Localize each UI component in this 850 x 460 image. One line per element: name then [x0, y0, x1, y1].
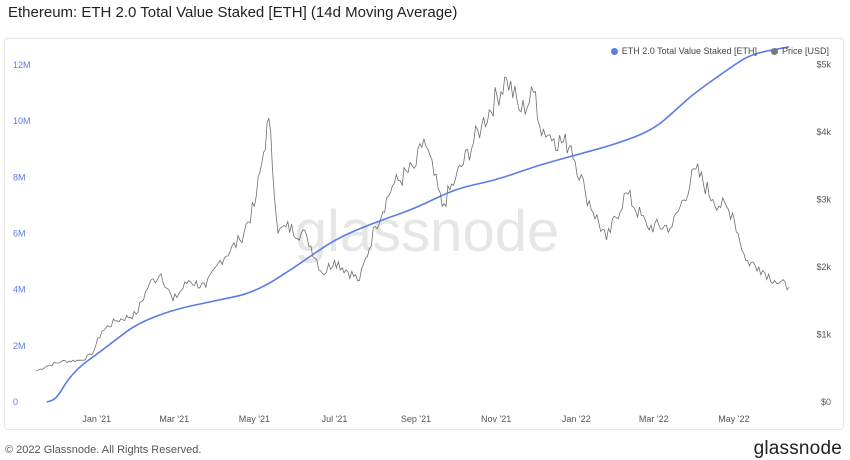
y-right-tick-label: $4k — [816, 127, 831, 137]
chart-panel: glassnode 0 2M 4M 6M 8M 10M 12M $0 $1k $2k $3k $4k $… — [4, 38, 844, 430]
y-left-tick-label: 10M — [13, 116, 31, 126]
y-right-tick-label: $3k — [816, 195, 831, 205]
x-tick-label: Jan '22 — [562, 414, 591, 424]
y-left-tick-label: 6M — [13, 229, 26, 239]
watermark: glassnode — [295, 199, 559, 264]
y-left-tick-label: 4M — [13, 285, 26, 295]
y-right-tick-label: $2k — [816, 262, 831, 272]
legend-dot-price — [770, 47, 778, 55]
series-line-staked — [46, 46, 790, 403]
legend-item-price[interactable]: Price [USD] — [770, 46, 829, 56]
y-right-tick-label: $1k — [816, 330, 831, 340]
price-series-layer — [36, 76, 790, 372]
x-tick-label: May '22 — [718, 414, 749, 424]
y-right-tick-label: $5k — [816, 60, 831, 70]
y-left-tick-label: 8M — [13, 172, 26, 182]
x-tick-label: May '21 — [239, 414, 270, 424]
x-tick-label: Sep '21 — [401, 414, 431, 424]
legend-label-price: Price [USD] — [781, 46, 829, 56]
chart-title: Ethereum: ETH 2.0 Total Value Staked [ET… — [8, 4, 458, 21]
y-left-tick-label: 2M — [13, 341, 26, 351]
legend: ETH 2.0 Total Value Staked [ETH] Price [… — [610, 46, 829, 56]
chart-svg: glassnode 0 2M 4M 6M 8M 10M 12M $0 $1k $2k $3k $4k $… — [13, 46, 831, 425]
x-tick-label: Nov '21 — [481, 414, 511, 424]
y-left-tick-label: 12M — [13, 60, 31, 70]
y-right-tick-label: $0 — [821, 397, 831, 407]
staked-series-layer — [46, 46, 790, 403]
brand-logo[interactable]: glassnode — [753, 438, 842, 459]
x-tick-label: Jan '21 — [82, 414, 111, 424]
copyright-text: © 2022 Glassnode. All Rights Reserved. — [5, 444, 202, 456]
series-line-price — [36, 76, 790, 372]
y-left-tick-label: 0 — [13, 397, 18, 407]
axes-layer: 0 2M 4M 6M 8M 10M 12M $0 $1k $2k $3k $4k $5k Jan '21 M… — [13, 60, 831, 425]
legend-dot-staked — [610, 47, 618, 55]
x-tick-label: Mar '22 — [639, 414, 669, 424]
x-tick-label: Mar '21 — [159, 414, 189, 424]
x-tick-label: Jul '21 — [322, 414, 348, 424]
legend-item-staked[interactable]: ETH 2.0 Total Value Staked [ETH] — [610, 46, 757, 56]
legend-label-staked: ETH 2.0 Total Value Staked [ETH] — [621, 46, 757, 56]
